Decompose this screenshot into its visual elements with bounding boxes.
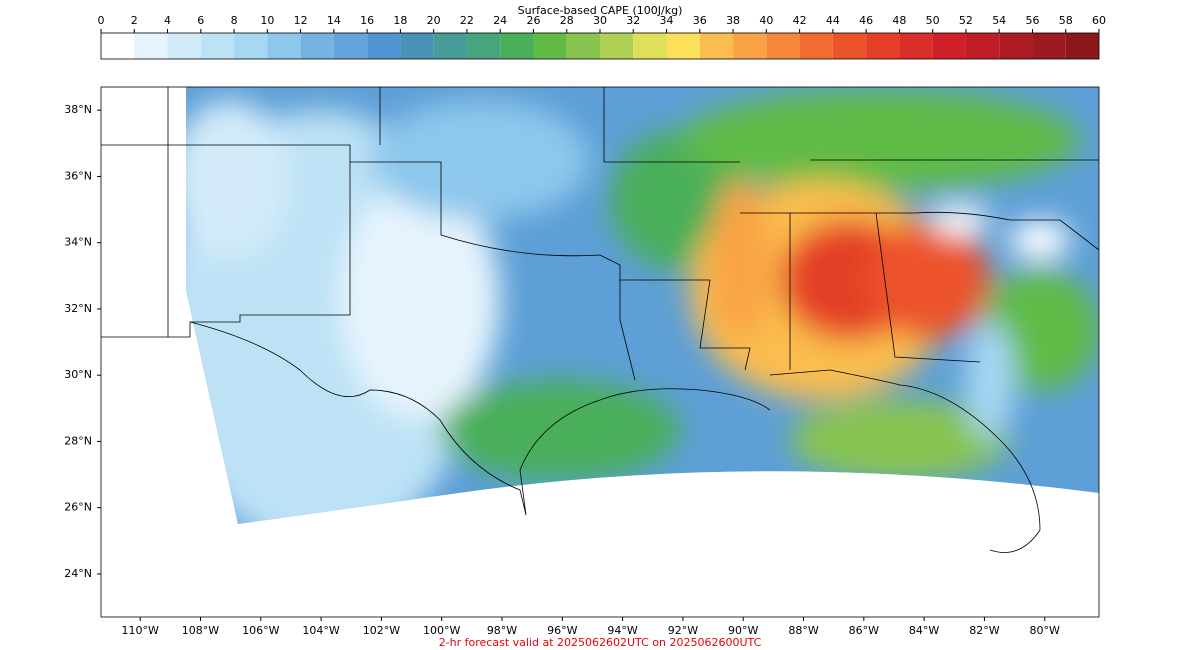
color-bin [633, 33, 667, 59]
tick-label: 8 [231, 14, 238, 27]
lat-label: 36°N [64, 169, 92, 182]
tick-label: 42 [793, 14, 807, 27]
tick-label: 4 [164, 14, 171, 27]
tick-label: 28 [560, 14, 574, 27]
color-bin [766, 33, 800, 59]
tick-label: 46 [859, 14, 873, 27]
lon-label: 92°W [668, 624, 698, 637]
lon-label: 102°W [363, 624, 400, 637]
color-bin [234, 33, 268, 59]
color-bin [1032, 33, 1066, 59]
color-bin [965, 33, 1000, 59]
footer: 2-hr forecast valid at 2025062602UTC on … [439, 636, 762, 649]
axes: 38°N 36°N 34°N 32°N 30°N 28°N 26°N 24°N 110°W 108… [64, 103, 1060, 637]
tick-label: 52 [959, 14, 973, 27]
lon-label: 104°W [302, 624, 339, 637]
lon-label: 88°W [788, 624, 818, 637]
tick-label: 54 [992, 14, 1006, 27]
tick-label: 0 [98, 14, 105, 27]
lon-label: 80°W [1030, 624, 1060, 637]
tick-label: 40 [759, 14, 773, 27]
color-bin [600, 33, 634, 59]
colorbar: 0 2 4 6 8 10 12 14 16 18 20 22 24 26 28 30 32 34 36 38 40 42 4… [98, 14, 1106, 60]
color-bin [333, 33, 368, 59]
tick-label: 10 [260, 14, 274, 27]
tick-label: 6 [197, 14, 204, 27]
tick-label: 16 [360, 14, 374, 27]
lon-label: 106°W [242, 624, 279, 637]
lat-label: 34°N [64, 236, 92, 249]
lon-label: 82°W [969, 624, 999, 637]
color-bin [799, 33, 833, 59]
tick-label: 18 [393, 14, 407, 27]
color-bin [999, 33, 1033, 59]
color-bin [500, 33, 534, 59]
lat-label: 32°N [64, 302, 92, 315]
color-bin [666, 33, 700, 59]
lon-label: 96°W [547, 624, 577, 637]
lon-label: 90°W [728, 624, 758, 637]
color-bin [699, 33, 734, 59]
lat-label: 28°N [64, 434, 92, 447]
tick-label: 26 [526, 14, 540, 27]
color-bin [932, 33, 966, 59]
tick-label: 32 [626, 14, 640, 27]
boundaries [101, 87, 1100, 553]
tick-label: 48 [892, 14, 906, 27]
tick-label: 36 [693, 14, 707, 27]
tick-label: 56 [1025, 14, 1039, 27]
cape-field [186, 87, 1099, 524]
tick-label: 24 [493, 14, 507, 27]
color-bin [134, 33, 168, 59]
tick-label: 38 [726, 14, 740, 27]
color-bin [267, 33, 301, 59]
lat-label: 30°N [64, 368, 92, 381]
color-bin [899, 33, 933, 59]
colorbar-label: Surface-based CAPE (100J/kg) [518, 4, 683, 17]
color-bin [300, 33, 334, 59]
color-bin [433, 33, 467, 59]
tick-label: 2 [131, 14, 138, 27]
tick-label: 44 [826, 14, 840, 27]
lon-label: 108°W [182, 624, 219, 637]
tick-label: 58 [1059, 14, 1073, 27]
color-bin [866, 33, 900, 59]
color-bin [566, 33, 600, 59]
color-bin [466, 33, 501, 59]
tick-label: 20 [427, 14, 441, 27]
tick-label: 60 [1092, 14, 1106, 27]
color-bin [832, 33, 867, 59]
color-bin [367, 33, 401, 59]
lon-label: 98°W [487, 624, 517, 637]
lat-label: 26°N [64, 501, 92, 514]
tick-label: 50 [926, 14, 940, 27]
color-bin [733, 33, 767, 59]
tick-label: 12 [294, 14, 308, 27]
color-bin [101, 33, 135, 59]
lon-label: 110°W [122, 624, 159, 637]
lat-label: 24°N [64, 567, 92, 580]
lon-label: 100°W [423, 624, 460, 637]
lon-label: 86°W [849, 624, 879, 637]
lon-label: 84°W [909, 624, 939, 637]
color-bin [167, 33, 201, 59]
lon-label: 94°W [607, 624, 637, 637]
color-bin [400, 33, 434, 59]
map-frame [100, 86, 1100, 618]
tick-label: 22 [460, 14, 474, 27]
tick-label: 34 [660, 14, 674, 27]
lat-label: 38°N [64, 103, 92, 116]
color-bin [533, 33, 567, 59]
tick-label: 14 [327, 14, 341, 27]
tick-label: 30 [593, 14, 607, 27]
color-bin [1065, 33, 1099, 59]
color-bin [200, 33, 235, 59]
